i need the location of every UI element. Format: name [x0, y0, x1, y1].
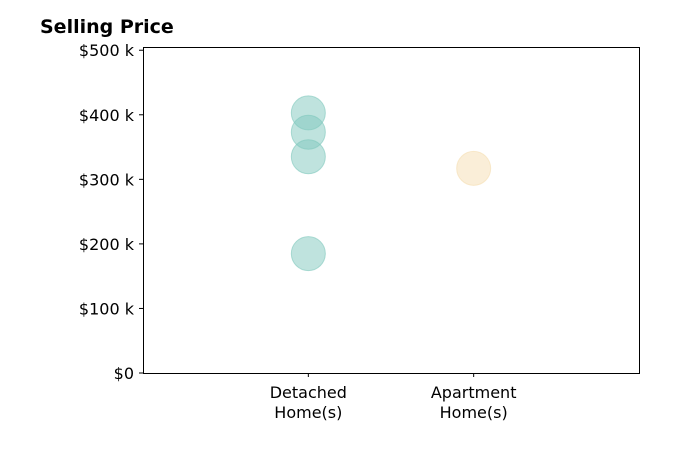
- axis-ticks: $0 $100 k $200 k $300 k $400 k $500 k Detached…: [79, 41, 517, 422]
- y-tick-label: $200 k: [79, 235, 135, 254]
- data-point: [456, 150, 492, 186]
- data-points: [290, 95, 492, 272]
- y-tick-label: $100 k: [79, 299, 135, 318]
- x-tick-label: Apartment Home(s): [431, 383, 517, 422]
- y-tick-label: $0: [114, 364, 134, 383]
- y-tick-label: $500 k: [79, 41, 135, 60]
- y-tick-label: $400 k: [79, 106, 135, 125]
- plot-frame: [143, 47, 640, 374]
- x-tick-label: Detached Home(s): [270, 383, 347, 422]
- y-tick-label: $300 k: [79, 170, 135, 189]
- chart-title: Selling Price: [40, 16, 174, 38]
- data-point: [290, 139, 326, 175]
- data-point: [290, 236, 326, 272]
